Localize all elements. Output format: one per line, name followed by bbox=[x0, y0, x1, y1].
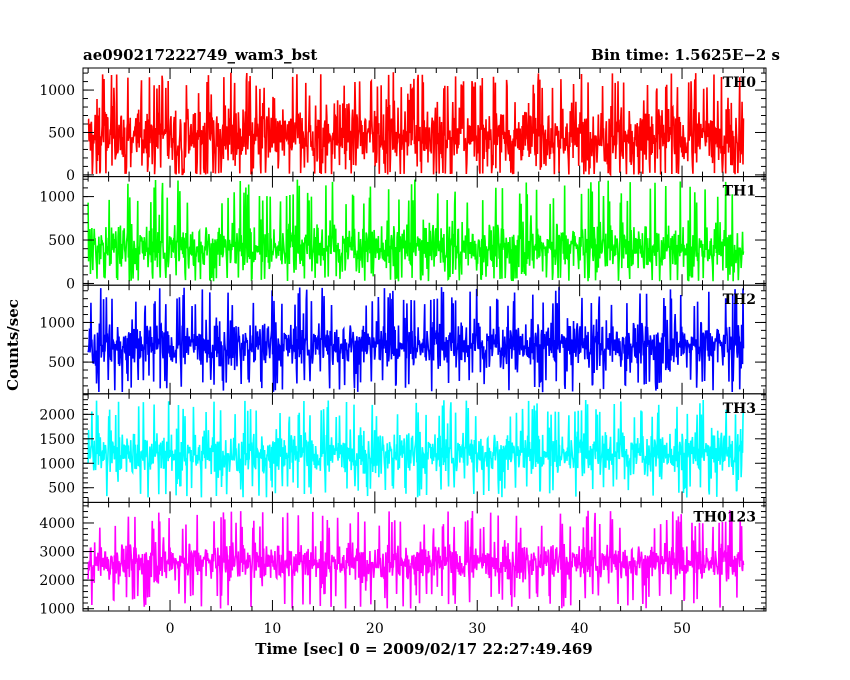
x-tick-label: 10 bbox=[264, 621, 282, 637]
y-tick-label: 500 bbox=[48, 481, 75, 497]
panel-frame bbox=[82, 501, 767, 612]
y-tick-label: 0 bbox=[66, 276, 75, 292]
series-th0123 bbox=[87, 510, 745, 609]
y-tick-label: 3000 bbox=[39, 545, 75, 561]
y-tick-label: 1000 bbox=[39, 315, 75, 331]
panel-th3: 500 1000 1500 2000 TH3 bbox=[39, 393, 767, 503]
series-th1 bbox=[87, 179, 745, 282]
y-tick-label: 1000 bbox=[39, 83, 75, 99]
panel-th1: 0 500 1000 TH1 bbox=[39, 176, 767, 292]
y-tick-label: 2000 bbox=[39, 573, 75, 589]
panel-label: TH0 bbox=[723, 75, 757, 91]
panel-th0: 0 500 1000 TH0 bbox=[39, 67, 767, 184]
panel-th2: 500 1000 TH2 bbox=[39, 284, 767, 395]
y-tick-label: 500 bbox=[48, 355, 75, 371]
panel-th0123: 1000 2000 3000 4000 TH0123 bbox=[39, 501, 767, 618]
bin-time-label: Bin time: 1.5625E−2 s bbox=[591, 46, 780, 64]
x-tick-label: 50 bbox=[673, 621, 691, 637]
x-tick-label: 40 bbox=[571, 621, 589, 637]
x-tick-label: 0 bbox=[166, 621, 175, 637]
x-tick-label: 30 bbox=[468, 621, 486, 637]
series-th0 bbox=[87, 72, 745, 177]
x-axis-label: Time [sec] 0 = 2009/02/17 22:27:49.469 bbox=[255, 640, 592, 658]
panel-label: TH3 bbox=[723, 401, 756, 417]
panel-label: TH0123 bbox=[693, 509, 756, 525]
y-tick-label: 1000 bbox=[39, 602, 75, 618]
panel-label: TH2 bbox=[723, 292, 756, 308]
y-tick-label: 1500 bbox=[39, 432, 75, 448]
x-tick-label: 20 bbox=[366, 621, 384, 637]
y-tick-label: 4000 bbox=[39, 516, 75, 532]
y-tick-label: 500 bbox=[48, 125, 75, 141]
y-tick-label: 0 bbox=[66, 168, 75, 184]
y-tick-label: 1000 bbox=[39, 456, 75, 472]
y-tick-label: 1000 bbox=[39, 190, 75, 206]
y-tick-label: 500 bbox=[48, 233, 75, 249]
series-th3 bbox=[87, 399, 745, 498]
y-tick-label: 2000 bbox=[39, 407, 75, 423]
y-axis-label: Counts/sec bbox=[4, 299, 22, 391]
series-th2 bbox=[87, 287, 745, 393]
plot-title: ae090217222749_wam3_bst bbox=[83, 46, 317, 64]
panel-label: TH1 bbox=[723, 184, 756, 200]
